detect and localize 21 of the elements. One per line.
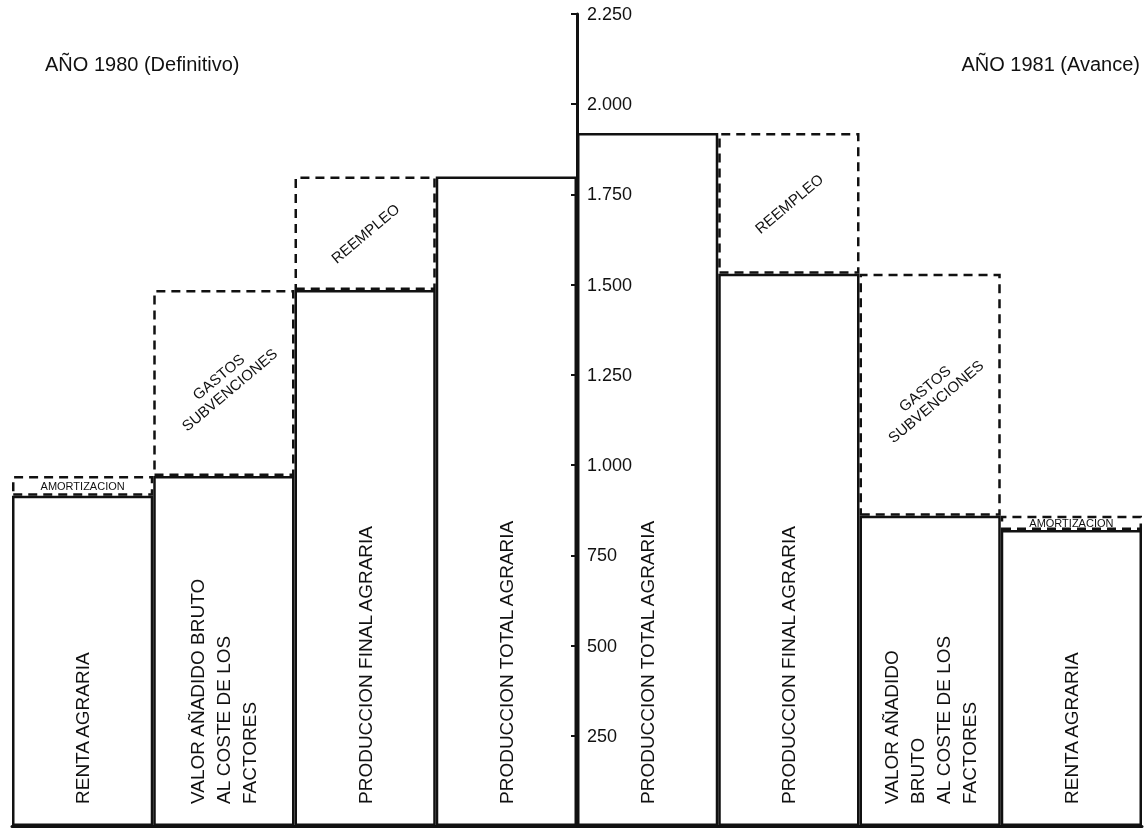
data-label: AMORTIZACION xyxy=(1029,516,1114,529)
y-tick-label: 500 xyxy=(587,635,618,656)
y-tick-label: 2.000 xyxy=(587,94,633,115)
x-tick-label: PRODUCCION FINAL AGRARIA xyxy=(778,525,800,804)
x-tick-label: RENTA AGRARIA xyxy=(1060,651,1082,804)
annotation: AÑO 1980 (Definitivo) xyxy=(45,52,240,75)
y-tick-label: 1.500 xyxy=(587,274,633,295)
x-tick-label: PRODUCCION FINAL AGRARIA xyxy=(354,525,376,804)
y-tick-label: 1.750 xyxy=(587,184,633,205)
y-tick-label: 2.250 xyxy=(587,4,633,24)
annotation: AÑO 1981 (Avance) xyxy=(961,52,1141,75)
x-tick-label: VALOR AÑADIDO BRUTO AL COSTE DE LOS FACTORES xyxy=(187,578,261,804)
data-label: AMORTIZACION xyxy=(40,479,125,492)
y-tick-label: 750 xyxy=(587,545,618,566)
x-tick-label: PRODUCCION TOTAL AGRARIA xyxy=(637,520,659,804)
x-tick-label: PRODUCCION TOTAL AGRARIA xyxy=(495,520,517,804)
y-tick-label: 250 xyxy=(587,725,618,746)
y-tick-label: 1.000 xyxy=(587,455,633,476)
y-tick-label: 1.250 xyxy=(587,364,633,385)
x-tick-label: RENTA AGRARIA xyxy=(72,651,94,804)
x-tick-label: VALOR AÑADIDO BRUTO AL COSTE DE LOS FACTORES xyxy=(880,635,980,804)
